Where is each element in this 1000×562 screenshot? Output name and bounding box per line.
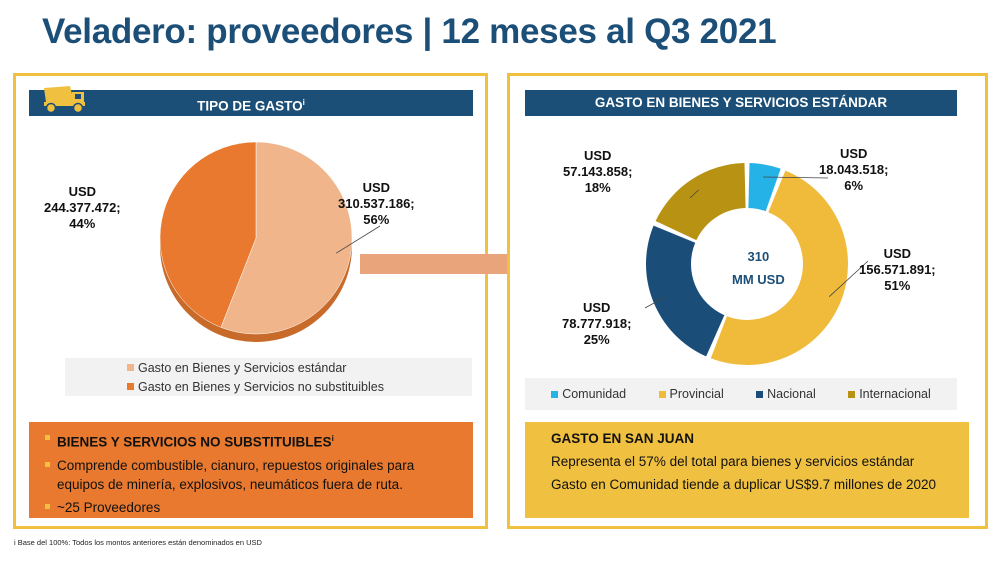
donut-label-nacional-pct: 25% xyxy=(583,332,610,347)
donut-label-comunidad-amount: 18.043.518; xyxy=(819,162,889,177)
bullet-icon xyxy=(45,461,50,467)
donut-label-provincial-currency: USD xyxy=(883,246,912,261)
donut-chart xyxy=(644,163,869,365)
donut-leader-comunidad xyxy=(763,176,829,179)
donut-legend-item-internacional: Internacional xyxy=(848,387,931,401)
non-substitutable-suppliers-text: ~25 Proveedores xyxy=(57,499,161,515)
bullet-icon xyxy=(45,435,50,440)
non-substitutable-heading-sup: i xyxy=(331,434,334,443)
pie-legend-item-non-substitutable: Gasto en Bienes y Servicios no substitui… xyxy=(65,377,472,396)
pie-chart xyxy=(159,141,381,342)
non-substitutable-description: Comprende combustible, cianuro, repuesto… xyxy=(45,456,463,494)
donut-legend-item-comunidad: Comunidad xyxy=(551,387,626,401)
donut-slice-nacional xyxy=(646,225,725,357)
pie-label-standard-amount: 310.537.186; xyxy=(338,196,415,211)
donut-slice-comunidad xyxy=(748,163,781,212)
pie-label-standard: USD 310.537.186; 56% xyxy=(338,180,415,228)
gasto-estandar-header: GASTO EN BIENES Y SERVICIOS ESTÁNDAR xyxy=(525,90,957,116)
footnote: i Base del 100%: Todos los montos anteri… xyxy=(14,538,262,547)
donut-legend-swatch-nacional xyxy=(756,390,764,398)
tipo-de-gasto-panel: TIPO DE GASTOi USD 310.537.186; 56% USD … xyxy=(13,73,488,529)
non-substitutable-info-box: BIENES Y SERVICIOS NO SUBSTITUIBLESi Com… xyxy=(29,422,473,518)
page-title: Veladero: proveedores | 12 meses al Q3 2… xyxy=(42,12,777,51)
donut-label-provincial-amount: 156.571.891; xyxy=(859,262,936,277)
pie-legend-swatch-standard xyxy=(127,364,134,371)
san-juan-heading: GASTO EN SAN JUAN xyxy=(551,431,695,446)
tipo-de-gasto-header-text: TIPO DE GASTO xyxy=(197,98,303,114)
donut-label-comunidad-pct: 6% xyxy=(844,178,864,193)
donut-legend-label-nacional: Nacional xyxy=(767,387,816,401)
donut-label-comunidad: USD 18.043.518; 6% xyxy=(819,146,888,194)
pie-label-standard-currency: USD xyxy=(362,180,391,195)
donut-slice-internacional xyxy=(655,163,746,241)
pie-legend-label-standard: Gasto en Bienes y Servicios estándar xyxy=(138,360,347,375)
non-substitutable-suppliers: ~25 Proveedores xyxy=(45,498,463,517)
donut-leader-internacional xyxy=(689,189,699,199)
donut-legend-swatch-provincial xyxy=(658,390,666,398)
donut-label-internacional: USD 57.143.858; 18% xyxy=(563,148,632,196)
pie-label-non-substitutable: USD 244.377.472; 44% xyxy=(44,184,121,232)
donut-legend-item-nacional: Nacional xyxy=(756,387,816,401)
donut-center-unit: MM USD xyxy=(732,272,785,287)
donut-center-label: 310 MM USD xyxy=(732,249,785,288)
pie-legend: Gasto en Bienes y Servicios estándar Gas… xyxy=(65,358,472,396)
non-substitutable-heading-text: BIENES Y SERVICIOS NO SUBSTITUIBLES xyxy=(57,434,332,450)
donut-center-value: 310 xyxy=(747,249,770,264)
donut-label-provincial: USD 156.571.891; 51% xyxy=(859,246,936,294)
donut-label-nacional-amount: 78.777.918; xyxy=(562,316,632,331)
donut-legend-item-provincial: Provincial xyxy=(658,387,724,401)
donut-legend-label-comunidad: Comunidad xyxy=(562,387,627,401)
dump-truck-icon xyxy=(44,86,85,114)
donut-legend-label-internacional: Internacional xyxy=(859,387,931,401)
tipo-de-gasto-header-sup: i xyxy=(302,98,305,107)
pie-label-non-substitutable-amount: 244.377.472; xyxy=(44,200,121,215)
donut-label-provincial-pct: 51% xyxy=(884,278,911,293)
donut-label-internacional-currency: USD xyxy=(583,148,612,163)
donut-slice-provincial xyxy=(710,170,848,365)
pie-slice-standard xyxy=(220,141,353,335)
donut-label-internacional-amount: 57.143.858; xyxy=(563,164,633,179)
pie-legend-item-standard: Gasto en Bienes y Servicios estándar xyxy=(65,358,472,377)
donut-leader-provincial xyxy=(828,260,869,297)
pie-leader-line xyxy=(335,225,381,254)
pie-legend-label-non-substitutable: Gasto en Bienes y Servicios no substitui… xyxy=(138,379,384,394)
non-substitutable-description-text: Comprende combustible, cianuro, repuesto… xyxy=(57,457,415,492)
tipo-de-gasto-header: TIPO DE GASTOi xyxy=(29,90,473,116)
donut-label-comunidad-currency: USD xyxy=(839,146,868,161)
donut-leader-nacional xyxy=(644,296,666,309)
pie-legend-swatch-non-substitutable xyxy=(127,383,134,390)
donut-label-nacional-currency: USD xyxy=(582,300,611,315)
donut-legend-swatch-comunidad xyxy=(551,390,559,398)
donut-legend-swatch-internacional xyxy=(848,390,856,398)
san-juan-info-box: GASTO EN SAN JUAN Representa el 57% del … xyxy=(525,422,969,518)
san-juan-share: Representa el 57% del total para bienes … xyxy=(551,454,915,469)
pie-label-non-substitutable-currency: USD xyxy=(68,184,97,199)
donut-legend: Comunidad Provincial Nacional Internacio… xyxy=(525,378,957,410)
bullet-icon xyxy=(45,503,50,509)
gasto-estandar-panel: GASTO EN BIENES Y SERVICIOS ESTÁNDAR 310… xyxy=(507,73,988,529)
pie-label-standard-pct: 56% xyxy=(363,212,390,227)
san-juan-community-trend: Gasto en Comunidad tiende a duplicar US$… xyxy=(551,477,936,492)
donut-label-internacional-pct: 18% xyxy=(584,180,611,195)
non-substitutable-heading: BIENES Y SERVICIOS NO SUBSTITUIBLESi xyxy=(45,429,463,452)
pie-label-non-substitutable-pct: 44% xyxy=(69,216,96,231)
pie-slice-non-substitutable xyxy=(159,141,257,328)
donut-legend-label-provincial: Provincial xyxy=(669,387,724,401)
donut-label-nacional: USD 78.777.918; 25% xyxy=(562,300,631,348)
